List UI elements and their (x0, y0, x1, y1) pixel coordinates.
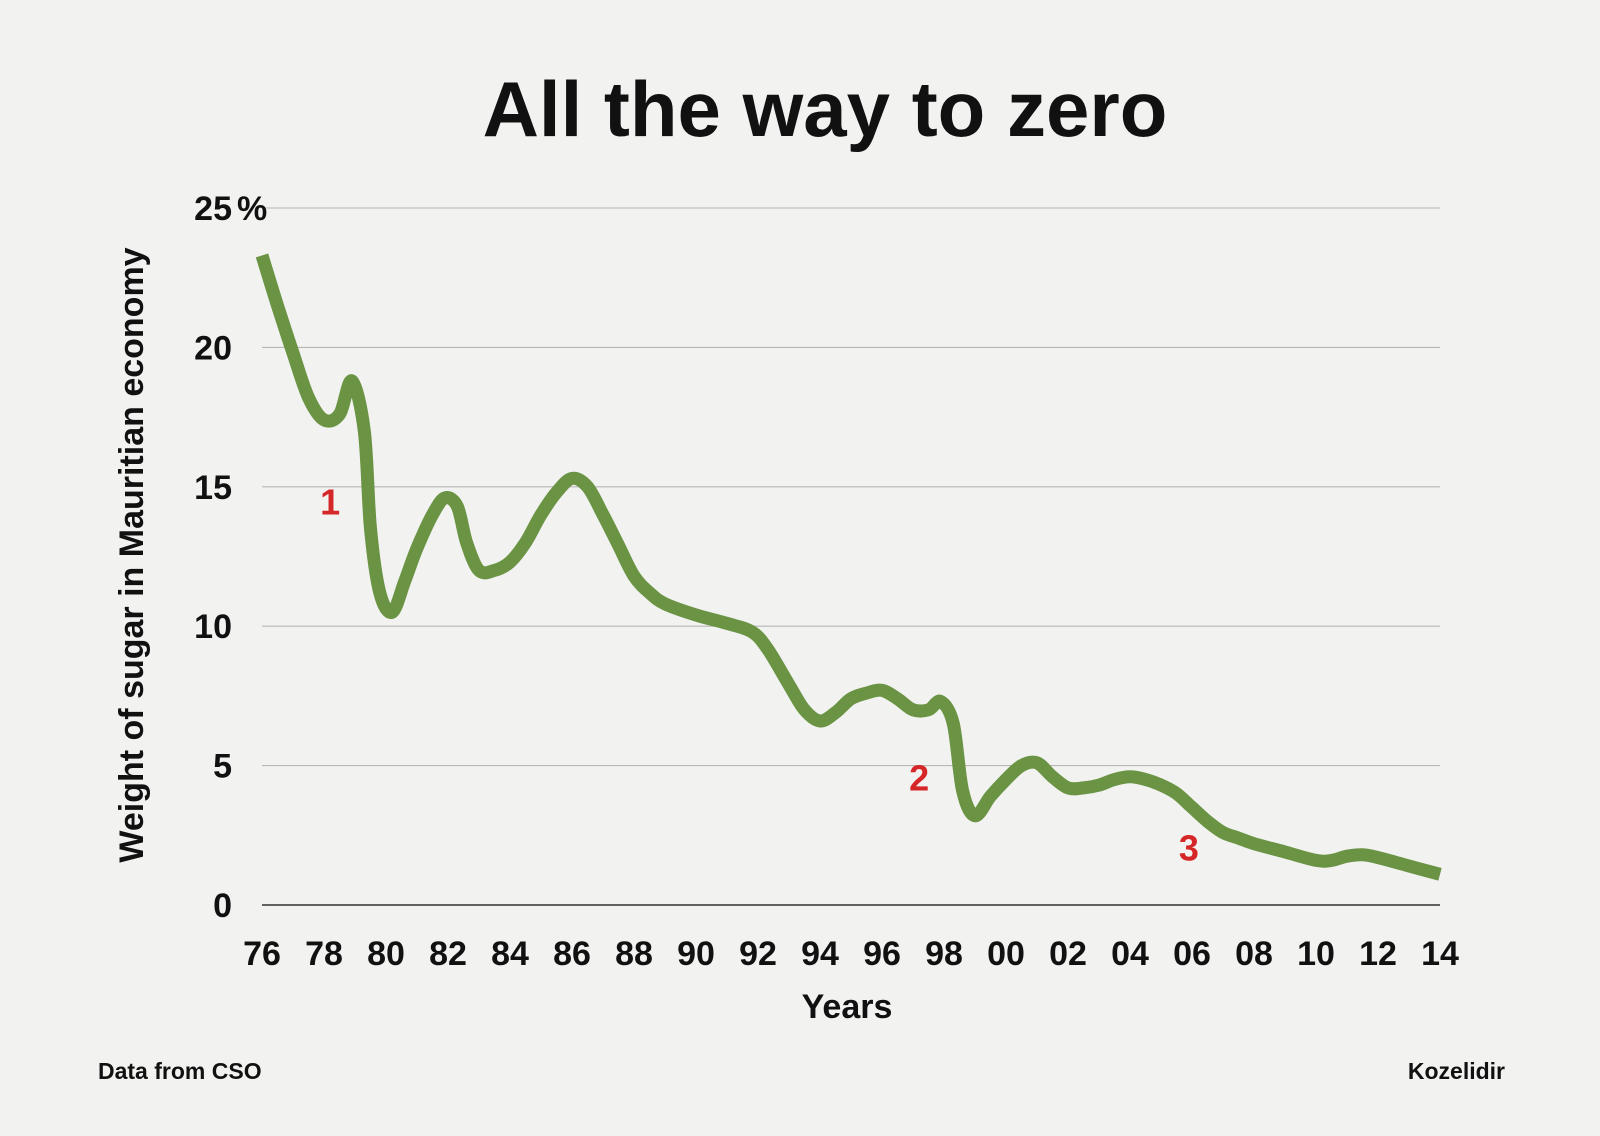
y-tick-label: 20 (194, 329, 232, 367)
x-tick-label: 04 (1111, 935, 1149, 973)
y-axis-ticks: 0 5 10 15 20 25% (194, 190, 267, 925)
x-tick-label: 88 (615, 935, 653, 973)
y-tick-label: 10 (194, 608, 232, 646)
y-axis-title: Weight of sugar in Mauritian economy (113, 247, 151, 862)
y-tick-label: 5 (213, 748, 232, 786)
annotation-group: 1 2 3 (320, 482, 1199, 869)
annotation-marker-2: 2 (909, 758, 929, 799)
x-tick-label: 96 (863, 935, 901, 973)
x-axis-title: Years (802, 988, 893, 1026)
x-tick-label: 76 (243, 935, 281, 973)
x-tick-label: 92 (739, 935, 777, 973)
y-tick-label: 25 (194, 190, 232, 228)
x-tick-label: 06 (1173, 935, 1211, 973)
y-tick-label: 0 (213, 887, 232, 925)
y-tick-label: 15 (194, 469, 232, 507)
x-axis-ticks: 76 78 80 82 84 86 88 90 92 94 96 98 00 02 04 06 08 10 12 14 (243, 935, 1459, 973)
gridlines (262, 207, 1440, 906)
x-tick-label: 10 (1297, 935, 1335, 973)
x-tick-label: 00 (987, 935, 1025, 973)
x-tick-label: 80 (367, 935, 405, 973)
x-tick-label: 86 (553, 935, 591, 973)
annotation-marker-3: 3 (1179, 827, 1199, 868)
x-tick-label: 90 (677, 935, 715, 973)
x-tick-label: 78 (305, 935, 343, 973)
x-tick-label: 02 (1049, 935, 1087, 973)
x-tick-label: 84 (491, 935, 529, 973)
x-tick-label: 82 (429, 935, 467, 973)
series-group (255, 253, 1442, 881)
author-credit: Kozelidir (1408, 1058, 1505, 1084)
x-tick-label: 12 (1359, 935, 1397, 973)
data-source-note: Data from CSO (98, 1058, 262, 1084)
annotation-marker-1: 1 (320, 482, 340, 523)
x-tick-label: 94 (801, 935, 839, 973)
y-unit-label: % (237, 190, 267, 228)
x-tick-label: 98 (925, 935, 963, 973)
x-tick-label: 14 (1421, 935, 1459, 973)
chart-title: All the way to zero (483, 65, 1168, 153)
series-line (255, 253, 1442, 881)
x-tick-label: 08 (1235, 935, 1273, 973)
